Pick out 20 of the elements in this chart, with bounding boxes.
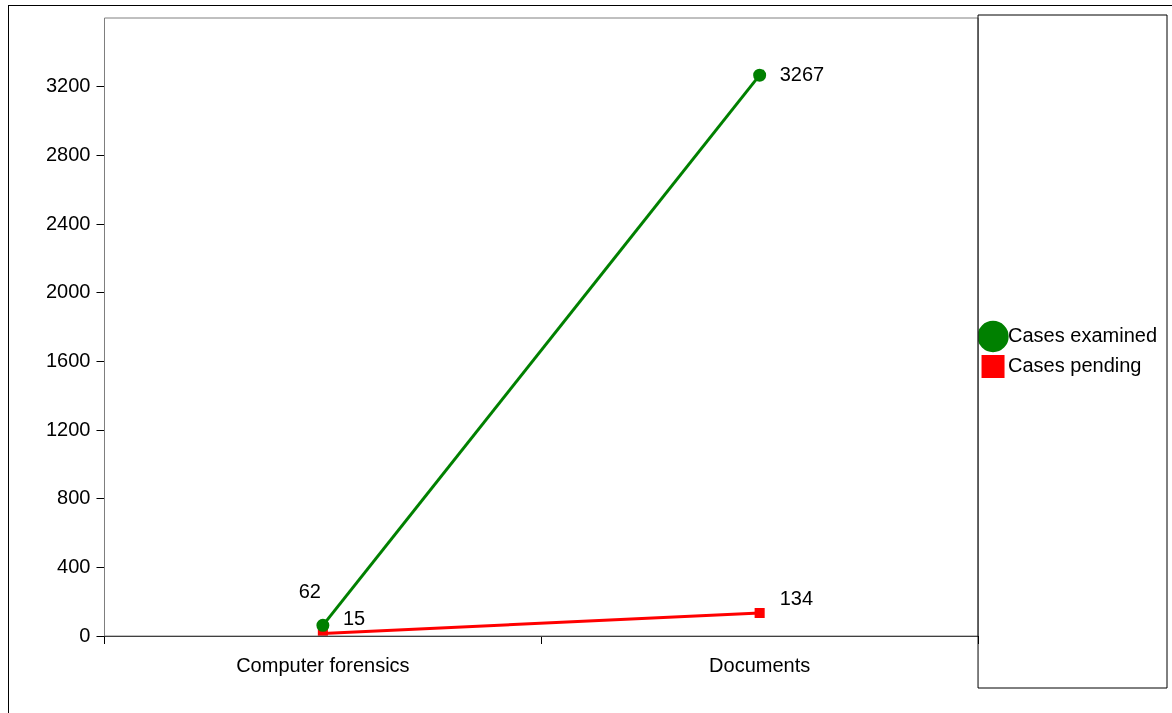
x-tick-label: Computer forensics — [236, 653, 410, 676]
legend-label: Cases pending — [1008, 354, 1142, 377]
data-label: 15 — [342, 606, 366, 629]
y-tick-label: 2800 — [45, 142, 91, 165]
y-tick-label: 2400 — [45, 211, 91, 234]
y-tick-label: 400 — [57, 554, 91, 577]
y-tick-label: 2000 — [45, 280, 91, 303]
point — [316, 618, 330, 632]
legend-label: Cases examined — [1008, 324, 1157, 347]
data-label: 3267 — [779, 62, 825, 85]
data-label: 62 — [298, 579, 321, 602]
x-tick-label: Documents — [709, 653, 811, 676]
y-tick-label: 3200 — [45, 74, 91, 97]
y-tick-label: 1200 — [45, 417, 91, 440]
data-label: 134 — [779, 586, 814, 609]
y-tick-label: 800 — [57, 486, 91, 509]
y-tick-label: 0 — [79, 623, 91, 646]
point — [753, 68, 767, 82]
y-tick-label: 1600 — [45, 348, 91, 371]
point — [754, 607, 765, 619]
